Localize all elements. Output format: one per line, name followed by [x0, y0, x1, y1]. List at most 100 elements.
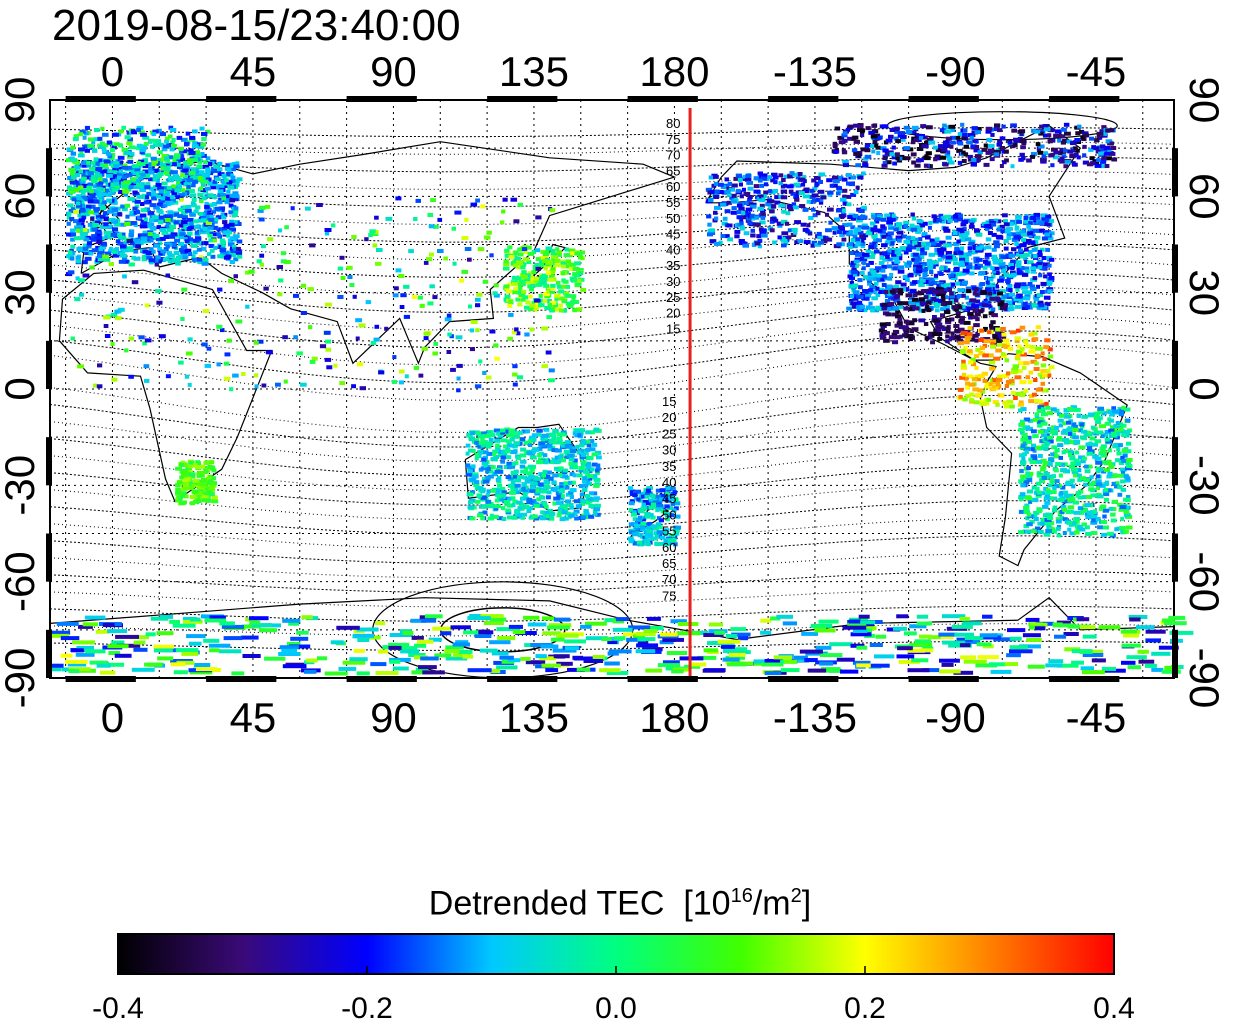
- tec-point: [959, 253, 966, 258]
- tec-point: [920, 247, 925, 252]
- tec-point: [107, 218, 114, 222]
- tec-point: [949, 294, 955, 299]
- tec-point: [1008, 288, 1013, 292]
- tec-point: [754, 241, 761, 246]
- tec-point: [182, 149, 190, 154]
- tec-point: [881, 234, 887, 239]
- tec-point: [584, 494, 591, 498]
- tec-point: [94, 220, 100, 225]
- tec-point: [233, 237, 239, 242]
- tec-point: [1062, 507, 1067, 512]
- tec-point: [112, 179, 120, 183]
- tec-point: [212, 209, 217, 214]
- tec-point: [551, 457, 557, 462]
- tec-point: [861, 223, 868, 228]
- tec-point: [77, 185, 84, 190]
- tec-point: [1015, 369, 1023, 374]
- tec-point: [569, 503, 574, 507]
- tec-point: [188, 151, 196, 155]
- tec-point: [1019, 492, 1026, 497]
- tec-point: [185, 204, 192, 209]
- tec-point: [209, 222, 215, 227]
- tec-point: [138, 130, 145, 135]
- tec-point: [86, 204, 92, 209]
- tec-point: [635, 520, 642, 525]
- tec-point: [575, 504, 582, 509]
- tec-point: [184, 162, 189, 167]
- tec-point: [142, 158, 149, 163]
- tec-point: [931, 241, 937, 246]
- tec-point: [103, 222, 109, 227]
- tec-point: [848, 175, 853, 180]
- tec-point: [480, 516, 485, 521]
- tec-point: [549, 511, 556, 516]
- tec-point: [923, 295, 929, 300]
- tec-point: [1120, 516, 1125, 521]
- tec-point: [480, 443, 487, 448]
- tec-point: [1006, 226, 1013, 231]
- tec-point: [842, 194, 847, 199]
- tec-point: [127, 159, 134, 164]
- tec-point: [906, 260, 913, 265]
- tec-point: [506, 503, 514, 508]
- tec-point: [858, 295, 864, 300]
- tec-point: [878, 268, 886, 273]
- tec-point: [966, 374, 974, 379]
- tec-point: [850, 238, 856, 243]
- tec-point: [1065, 497, 1072, 502]
- tec-point: [168, 125, 174, 130]
- tec-point: [836, 186, 842, 191]
- tec-point: [517, 283, 522, 288]
- tec-point: [903, 224, 908, 228]
- tec-point: [1103, 497, 1109, 502]
- tec-point: [93, 211, 99, 216]
- tec-point: [990, 222, 997, 227]
- tec-point: [650, 515, 656, 520]
- tec-point: [99, 205, 106, 210]
- tec-point: [730, 199, 737, 204]
- tec-point: [1019, 347, 1025, 352]
- tec-point: [906, 334, 914, 338]
- tec-point: [90, 193, 96, 198]
- tec-point: [175, 490, 181, 495]
- tec-point: [1041, 305, 1047, 310]
- tec-point: [199, 186, 204, 191]
- tec-point: [1040, 281, 1047, 286]
- tec-point: [560, 443, 568, 448]
- tec-point: [80, 212, 88, 217]
- tec-point: [655, 522, 662, 527]
- tec-point: [517, 513, 523, 518]
- tec-point: [1023, 340, 1029, 345]
- tec-point: [167, 228, 174, 233]
- mlat-contour: [49, 482, 1175, 521]
- tec-point: [903, 239, 911, 244]
- tec-point: [880, 217, 887, 222]
- tec-point: [167, 134, 173, 139]
- tec-point: [228, 222, 235, 227]
- tec-point: [229, 164, 235, 168]
- tec-point: [1108, 506, 1114, 511]
- tec-point: [1045, 405, 1051, 410]
- tec-point: [522, 496, 530, 501]
- tec-point: [474, 480, 480, 485]
- tec-point: [579, 443, 585, 448]
- tec-point: [1045, 247, 1050, 252]
- tec-point: [730, 210, 738, 215]
- tec-point: [139, 213, 147, 218]
- tec-point: [992, 269, 997, 274]
- tec-point: [991, 232, 997, 237]
- tec-point: [201, 483, 208, 488]
- tec-point: [856, 230, 864, 235]
- tec-point: [1020, 483, 1026, 488]
- tec-point: [70, 237, 75, 242]
- tec-point: [1020, 437, 1026, 442]
- tec-point: [891, 332, 898, 337]
- tec-point: [228, 173, 234, 178]
- tec-point: [1019, 469, 1024, 473]
- tec-point: [1089, 436, 1096, 441]
- tec-point: [880, 274, 888, 279]
- tec-point: [1027, 418, 1034, 423]
- tec-point: [203, 460, 210, 465]
- tec-point: [546, 289, 552, 294]
- tec-point: [1032, 434, 1039, 439]
